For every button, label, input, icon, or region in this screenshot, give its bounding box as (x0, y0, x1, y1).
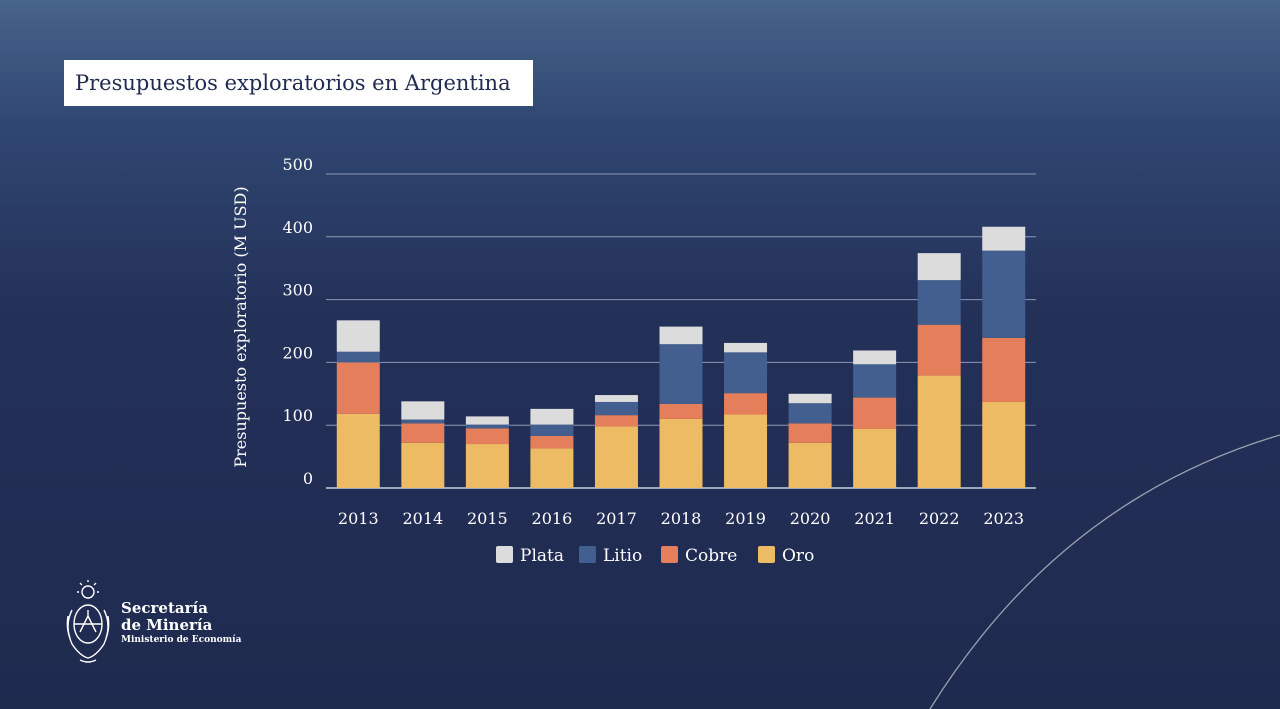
bar-cobre-2023 (982, 337, 1026, 402)
bar-litio-2017 (594, 401, 638, 416)
y-tick-label: 500 (282, 155, 313, 174)
bar-cobre-2022 (917, 324, 961, 376)
bar-litio-2021 (853, 364, 897, 398)
bar-litio-2014 (401, 419, 445, 424)
bar-oro-2015 (465, 444, 509, 488)
org-name-line1: Secretaría (121, 599, 208, 617)
bar-cobre-2016 (530, 435, 574, 449)
bar-cobre-2017 (594, 415, 638, 427)
bar-oro-2021 (853, 428, 897, 488)
x-tick-label-2019: 2019 (725, 509, 766, 528)
bar-cobre-2018 (659, 403, 703, 419)
bar-plata-2019 (724, 342, 768, 353)
legend: Plata Litio Cobre Oro (496, 546, 814, 566)
bar-cobre-2015 (465, 428, 509, 445)
bar-plata-2021 (853, 350, 897, 365)
x-tick-label-2022: 2022 (919, 509, 960, 528)
bar-cobre-2013 (336, 362, 380, 414)
x-tick-label-2017: 2017 (596, 509, 637, 528)
bar-plata-2018 (659, 326, 703, 345)
bar-plata-2013 (336, 320, 380, 352)
bar-oro-2022 (917, 375, 961, 488)
y-tick-label: 400 (282, 218, 313, 237)
y-tick-label: 200 (282, 343, 313, 362)
legend-swatch-cobre (661, 546, 678, 563)
bar-oro-2023 (982, 401, 1026, 488)
bar-cobre-2019 (724, 393, 768, 415)
bar-litio-2016 (530, 424, 574, 436)
argentina-coat-of-arms-icon (66, 580, 110, 663)
bar-cobre-2021 (853, 397, 897, 429)
bar-plata-2015 (465, 416, 509, 425)
bar-oro-2016 (530, 448, 574, 488)
x-tick-label-2018: 2018 (661, 509, 702, 528)
legend-label-oro: Oro (782, 546, 814, 566)
bar-litio-2023 (982, 250, 1026, 338)
y-tick-label: 100 (282, 406, 313, 425)
y-tick-label: 0 (303, 469, 313, 488)
slide-title: Presupuestos exploratorios en Argentina (64, 60, 533, 106)
bar-oro-2017 (594, 426, 638, 488)
x-tick-label-2021: 2021 (854, 509, 895, 528)
bar-plata-2017 (594, 395, 638, 402)
bar-litio-2013 (336, 351, 380, 363)
y-tick-label: 300 (282, 281, 313, 300)
x-tick-label-2016: 2016 (532, 509, 573, 528)
y-axis-ticks: 0 100 200 300 400 500 (282, 155, 313, 488)
x-tick-label-2023: 2023 (983, 509, 1024, 528)
bar-plata-2022 (917, 253, 961, 281)
bar-litio-2018 (659, 344, 703, 404)
secretaria-mineria-logo: Secretaría de Minería Ministerio de Econ… (62, 580, 262, 665)
bar-plata-2023 (982, 226, 1026, 251)
bar-cobre-2020 (788, 423, 832, 443)
bars (336, 226, 1026, 488)
x-tick-label-2013: 2013 (338, 509, 379, 528)
x-axis-ticks: 2013 2014 2015 2016 2017 2018 2019 2020 2021 2022… (338, 509, 1024, 528)
x-tick-label-2015: 2015 (467, 509, 508, 528)
legend-swatch-litio (579, 546, 596, 563)
y-axis-label: Presupuesto exploratorio (M USD) (231, 186, 250, 467)
legend-label-cobre: Cobre (685, 546, 737, 566)
slide-title-text: Presupuestos exploratorios en Argentina (75, 71, 511, 95)
legend-label-litio: Litio (603, 546, 642, 566)
bar-oro-2019 (724, 414, 768, 488)
bar-plata-2014 (401, 401, 445, 420)
org-name-line2: de Minería (121, 616, 213, 634)
bar-oro-2018 (659, 418, 703, 488)
bar-cobre-2014 (401, 423, 445, 443)
x-tick-label-2020: 2020 (790, 509, 831, 528)
bar-plata-2016 (530, 408, 574, 425)
bar-oro-2020 (788, 442, 832, 488)
bar-oro-2014 (401, 442, 445, 488)
bar-litio-2022 (917, 280, 961, 325)
bar-plata-2020 (788, 393, 832, 404)
legend-swatch-plata (496, 546, 513, 563)
legend-label-plata: Plata (520, 546, 564, 566)
bar-litio-2020 (788, 403, 832, 424)
org-ministry: Ministerio de Economía (121, 635, 242, 645)
bar-litio-2019 (724, 352, 768, 394)
bar-oro-2013 (336, 413, 380, 488)
bar-litio-2015 (465, 424, 509, 429)
x-tick-label-2014: 2014 (402, 509, 443, 528)
legend-swatch-oro (758, 546, 775, 563)
